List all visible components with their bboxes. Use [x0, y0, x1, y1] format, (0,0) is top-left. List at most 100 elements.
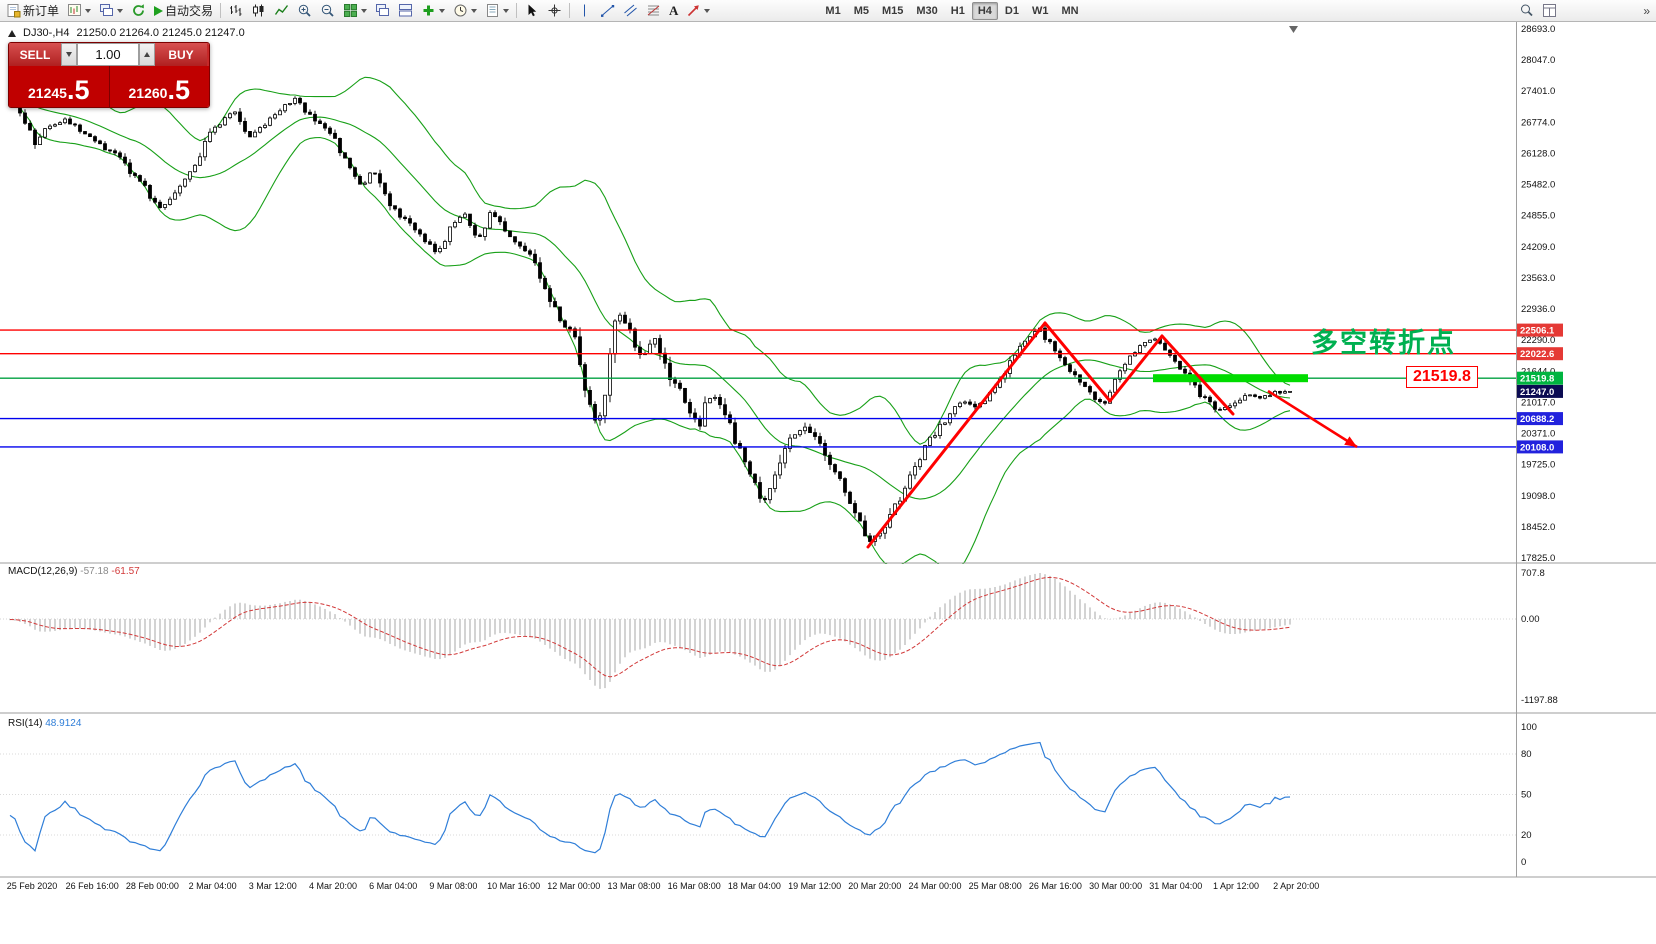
turning-point-annotation: 多空转折点 [1311, 328, 1456, 358]
trend-line[interactable] [866, 321, 1047, 549]
price-tag-label: 20688.2 [1520, 414, 1554, 425]
fibonacci-tool-button[interactable] [642, 1, 665, 21]
zoom-in-button[interactable] [293, 1, 316, 21]
time-axis-label: 13 Mar 08:00 [607, 881, 660, 891]
price-axis-label: 21017.0 [1521, 397, 1555, 408]
volume-decrease-button[interactable] [61, 43, 77, 66]
add-indicator-button[interactable] [417, 1, 449, 21]
rsi-axis-label: 100 [1521, 722, 1537, 733]
tile-horizontal-button[interactable] [394, 1, 417, 21]
sell-price-fraction: .5 [66, 75, 90, 106]
zoom-out-icon [321, 4, 334, 17]
volume-input[interactable] [77, 43, 139, 66]
volume-increase-button[interactable] [139, 43, 155, 66]
price-axis-label: 22936.0 [1521, 304, 1555, 315]
time-axis-label: 25 Mar 08:00 [969, 881, 1022, 891]
macd-label: MACD(12,26,9) -57.18 -61.57 [8, 566, 140, 577]
macd-signal-line [9, 576, 1291, 678]
dropdown-caret-icon [85, 8, 92, 13]
arrows-tool-button[interactable] [682, 1, 714, 21]
main-toolbar: 新订单 自动交易 [0, 0, 1656, 22]
line-chart-mode-button[interactable] [270, 1, 293, 21]
buy-price-fraction: .5 [167, 75, 190, 106]
dropdown-caret-icon [503, 8, 510, 13]
dropdown-caret-icon [704, 8, 711, 13]
rsi-axis-label: 20 [1521, 830, 1532, 841]
cursor-icon [528, 4, 537, 17]
bar-chart-mode-button[interactable] [224, 1, 247, 21]
timeframe-w1-button[interactable]: W1 [1031, 4, 1049, 17]
rsi-axis-label: 50 [1521, 790, 1532, 801]
new-order-button[interactable]: 新订单 [2, 1, 63, 21]
period-clock-button[interactable] [449, 1, 481, 21]
cursor-tool-button[interactable] [520, 1, 543, 21]
refresh-button[interactable] [127, 1, 150, 21]
vertical-line-icon [584, 4, 586, 17]
trend-arrow[interactable] [1267, 389, 1358, 449]
time-axis-label: 4 Mar 20:00 [309, 881, 357, 891]
channel-tool-button[interactable] [619, 1, 642, 21]
search-symbol-button[interactable] [1515, 1, 1538, 21]
dropdown-caret-icon [117, 8, 124, 13]
toolbar-separator [220, 3, 222, 18]
timeframe-h1-button[interactable]: H1 [950, 4, 965, 17]
timeframe-d1-button[interactable]: D1 [1004, 4, 1019, 17]
timeframe-mn-button[interactable]: MN [1061, 4, 1079, 17]
line-chart-icon [274, 5, 289, 15]
buy-price[interactable]: 21260.5 [110, 66, 210, 107]
price-axis-label: 17825.0 [1521, 553, 1555, 564]
candlestick-mode-button[interactable] [247, 1, 270, 21]
price-tag [1517, 371, 1563, 385]
autotrading-button[interactable]: 自动交易 [150, 1, 217, 21]
sell-button[interactable]: SELL [9, 43, 61, 66]
time-axis-label: 31 Mar 04:00 [1149, 881, 1202, 891]
timeframe-h4-button[interactable]: H4 [971, 1, 998, 20]
price-axis-label: 20371.0 [1521, 429, 1555, 440]
search-icon [1521, 4, 1533, 17]
new-chart-button[interactable] [63, 1, 95, 21]
cascade-windows-button[interactable] [371, 1, 394, 21]
trend-line[interactable] [1160, 334, 1235, 416]
trend-lines[interactable] [866, 321, 1358, 549]
text-tool-button[interactable]: A [665, 1, 682, 21]
bar-chart-icon [230, 5, 242, 16]
timeframe-m5-button[interactable]: M5 [853, 4, 869, 17]
time-axis-label: 20 Mar 20:00 [848, 881, 901, 891]
profiles-button[interactable] [95, 1, 127, 21]
chart-window: 28693.0 28047.0 27401.0 26774.0 26128.0 25482… [0, 22, 1656, 944]
arrow-tool-icon [688, 5, 700, 17]
symbol-marker-icon [8, 29, 16, 37]
new-order-label: 新订单 [23, 4, 60, 18]
time-axis-label: 18 Mar 04:00 [728, 881, 781, 891]
tile-windows-button[interactable] [339, 1, 371, 21]
trend-line[interactable] [1108, 334, 1164, 403]
timeframe-m30-button[interactable]: M30 [916, 4, 938, 17]
template-button[interactable] [481, 1, 513, 21]
timeframe-group: M1 M5 M15 M30 H1 H4 D1 W1 MN [819, 1, 1084, 20]
bollinger-bands [9, 76, 1291, 564]
toolbar-overflow-button[interactable]: » [1643, 3, 1650, 18]
new-chart-icon [68, 4, 82, 16]
refresh-icon [133, 4, 144, 16]
trend-line[interactable] [1043, 321, 1112, 403]
window-layout-button[interactable] [1538, 1, 1561, 21]
zoom-out-button[interactable] [316, 1, 339, 21]
chart-canvas[interactable]: 28693.0 28047.0 27401.0 26774.0 26128.0 25482… [0, 22, 1656, 944]
chart-shift-marker[interactable] [1289, 26, 1298, 33]
time-axis-label: 25 Feb 2020 [7, 881, 58, 891]
support-zone-bar[interactable] [1153, 374, 1308, 383]
trendline-tool-button[interactable] [596, 1, 619, 21]
timeframe-m15-button[interactable]: M15 [881, 4, 904, 17]
crosshair-tool-button[interactable] [543, 1, 566, 21]
timeframe-m1-button[interactable]: M1 [825, 4, 841, 17]
candlesticks [8, 96, 1292, 546]
price-tag-label: 22022.6 [1520, 349, 1554, 360]
text-tool-icon: A [669, 3, 679, 18]
dropdown-caret-icon [471, 8, 478, 13]
buy-button[interactable]: BUY [155, 43, 207, 66]
time-axis-label: 6 Mar 04:00 [369, 881, 417, 891]
rsi-axis-label: 0 [1521, 857, 1526, 868]
vertical-line-tool-button[interactable] [573, 1, 596, 21]
sell-price[interactable]: 21245.5 [9, 66, 109, 107]
dropdown-caret-icon [361, 8, 368, 13]
